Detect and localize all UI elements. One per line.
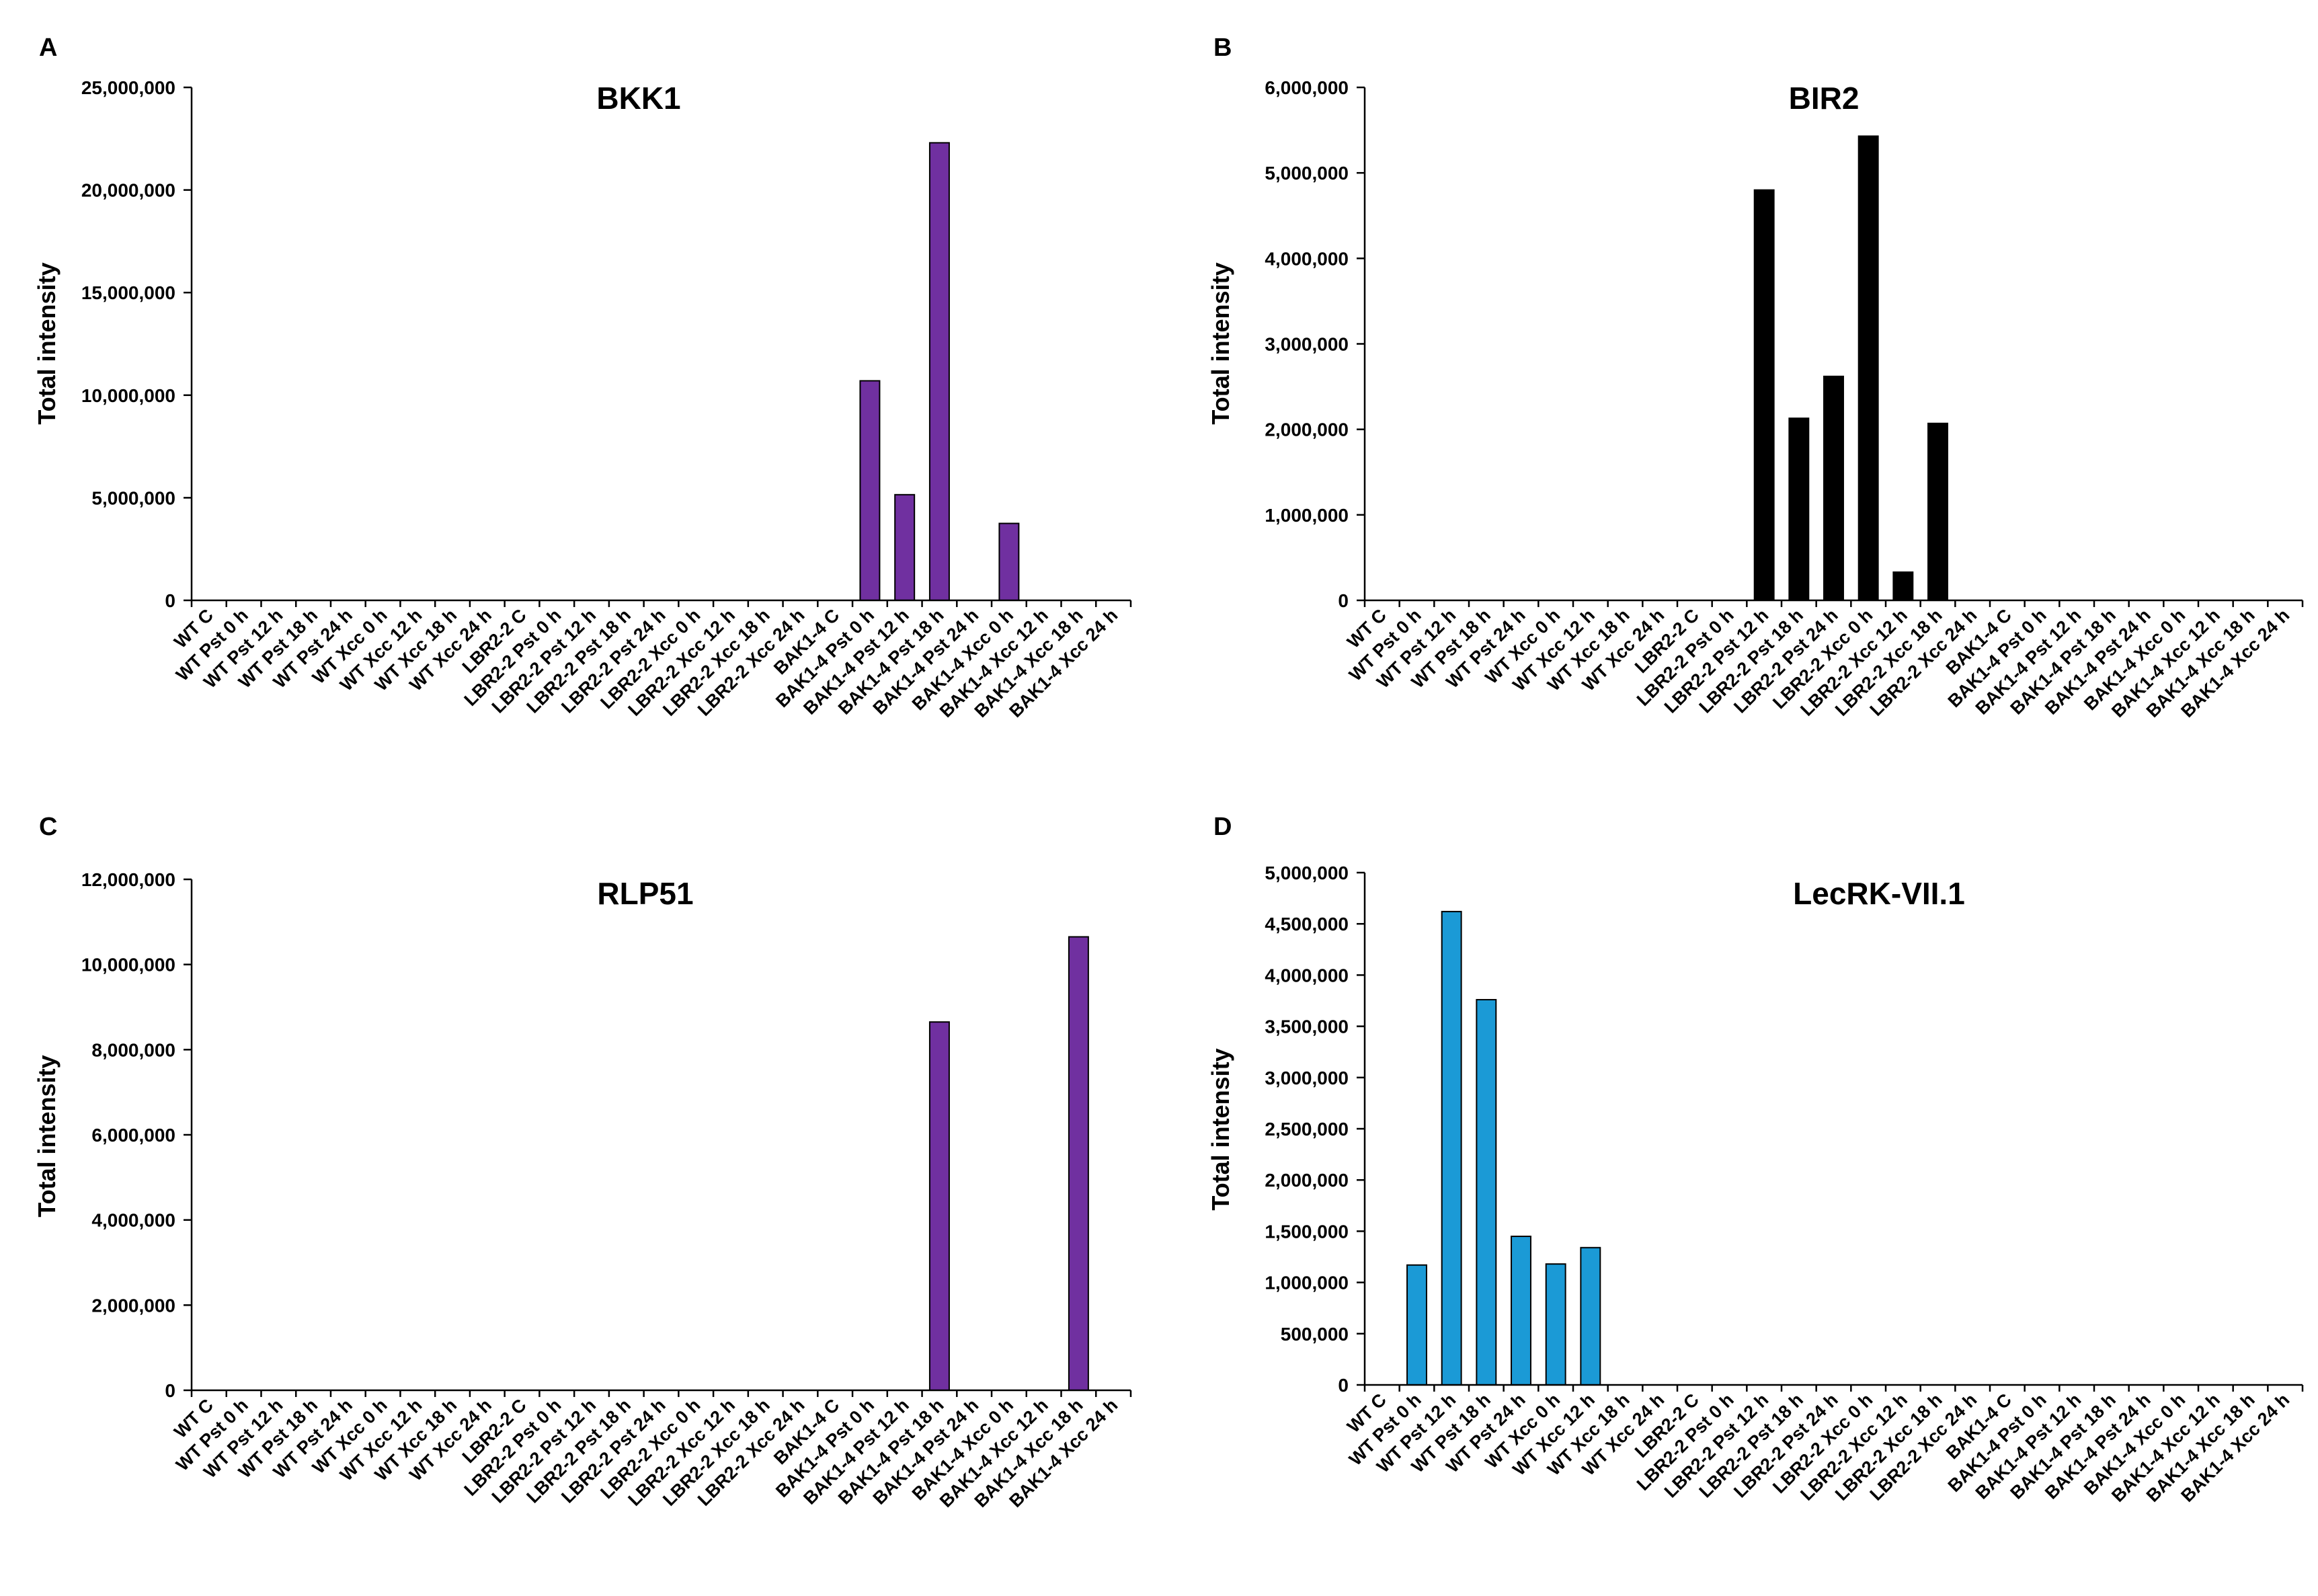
- panel-b: B BIR2 Total intensity 0 1,000,000 2,000,0…: [1207, 34, 2304, 721]
- y-tick-labels: 0 2,000,000 4,000,000 6,000,000 8,000,000 10,…: [81, 869, 175, 1401]
- y-tick-label: 8,000,000: [91, 1039, 175, 1060]
- bar-bak1-4-pst-18-h: [928, 1021, 950, 1391]
- y-tick-label: 2,000,000: [1265, 1170, 1349, 1191]
- bar-bak1-4-pst-12-h: [894, 493, 916, 602]
- y-tick-label: 2,000,000: [1265, 420, 1349, 440]
- y-axis-label: Total intensity: [33, 262, 61, 424]
- panel-a: A BKK1 Total intensity 0 5,000,000 10,000,…: [33, 34, 1132, 721]
- y-tick-label: 0: [1338, 590, 1349, 611]
- bar-wt-xcc-0-h: [1545, 1263, 1566, 1386]
- y-tick-labels: 0 500,000 1,000,000 1,500,000 2,000,000 2,500…: [1265, 863, 1349, 1396]
- y-tick-label: 5,000,000: [91, 487, 175, 508]
- axes: [184, 86, 1132, 607]
- bars: [928, 936, 1089, 1391]
- y-tick-label: 5,000,000: [1265, 863, 1349, 883]
- y-tick-label: 1,500,000: [1265, 1221, 1349, 1242]
- y-tick-label: 1,000,000: [1265, 505, 1349, 526]
- chart-title-bkk1: BKK1: [596, 81, 680, 116]
- axes: [184, 878, 1132, 1397]
- y-tick-label: 0: [1338, 1375, 1349, 1396]
- bars: [1406, 910, 1601, 1386]
- panel-letter-c: C: [39, 813, 57, 841]
- y-tick-label: 5,000,000: [1265, 163, 1349, 184]
- y-tick-label: 4,500,000: [1265, 914, 1349, 934]
- panel-d: D LecRK-VII.1 Total intensity 0 500,000 1,…: [1207, 813, 2304, 1506]
- bars: [859, 142, 1020, 602]
- bar-lbr2-2-xcc-0-h: [1857, 135, 1879, 602]
- axes: [1357, 871, 2304, 1392]
- y-tick-label: 0: [165, 1380, 175, 1401]
- y-tick-label: 4,000,000: [1265, 965, 1349, 986]
- bar-wt-pst-24-h: [1511, 1236, 1531, 1386]
- y-tick-label: 1,000,000: [1265, 1273, 1349, 1293]
- y-tick-label: 0: [165, 590, 175, 611]
- y-axis-label: Total intensity: [1207, 262, 1234, 424]
- y-tick-label: 6,000,000: [91, 1125, 175, 1146]
- y-tick-label: 15,000,000: [81, 282, 175, 303]
- x-tick-labels: WT CWT Pst 0 hWT Pst 12 hWT Pst 18 hWT P…: [170, 605, 1121, 721]
- y-tick-label: 2,000,000: [91, 1295, 175, 1316]
- y-tick-label: 12,000,000: [81, 869, 175, 890]
- panel-letter-b: B: [1213, 34, 1232, 62]
- bar-wt-xcc-12-h: [1580, 1246, 1601, 1386]
- bar-wt-pst-12-h: [1441, 910, 1462, 1386]
- bar-bak1-4-xcc-18-h: [1068, 936, 1089, 1391]
- x-tick-labels: WT CWT Pst 0 hWT Pst 12 hWT Pst 18 hWT P…: [1343, 605, 2293, 721]
- axes: [1357, 86, 2304, 607]
- bar-wt-pst-0-h: [1406, 1264, 1427, 1386]
- y-tick-labels: 0 5,000,000 10,000,000 15,000,000 20,000,000…: [81, 77, 175, 611]
- chart-title-rlp51: RLP51: [597, 876, 693, 911]
- bar-bak1-4-pst-0-h: [859, 380, 881, 601]
- bar-lbr2-2-pst-24-h: [1823, 375, 1844, 601]
- y-tick-label: 3,000,000: [1265, 1068, 1349, 1088]
- chart-title-bir2: BIR2: [1789, 81, 1860, 116]
- y-axis-label: Total intensity: [1207, 1048, 1234, 1210]
- y-tick-label: 20,000,000: [81, 180, 175, 201]
- bar-lbr2-2-xcc-12-h: [1892, 571, 1914, 601]
- y-tick-label: 10,000,000: [81, 385, 175, 406]
- y-tick-label: 3,000,000: [1265, 334, 1349, 355]
- y-tick-label: 2,500,000: [1265, 1119, 1349, 1140]
- bar-lbr2-2-pst-12-h: [1753, 189, 1775, 602]
- bar-wt-pst-18-h: [1476, 998, 1497, 1386]
- y-tick-label: 4,000,000: [91, 1210, 175, 1231]
- y-tick-label: 6,000,000: [1265, 77, 1349, 98]
- y-tick-labels: 0 1,000,000 2,000,000 3,000,000 4,000,000 5,0…: [1265, 77, 1349, 611]
- y-tick-label: 10,000,000: [81, 955, 175, 975]
- bar-lbr2-2-xcc-18-h: [1927, 422, 1948, 601]
- panel-c: C RLP51 Total intensity 0 2,000,000 4,000,…: [33, 813, 1132, 1511]
- x-tick-labels: WT CWT Pst 0 hWT Pst 12 hWT Pst 18 hWT P…: [170, 1395, 1121, 1511]
- y-tick-label: 3,500,000: [1265, 1016, 1349, 1037]
- bars: [1753, 135, 1948, 602]
- bar-lbr2-2-pst-18-h: [1788, 417, 1810, 601]
- chart-title-lecrk-vii-1: LecRK-VII.1: [1793, 876, 1965, 911]
- y-tick-label: 25,000,000: [81, 77, 175, 98]
- y-tick-label: 500,000: [1281, 1324, 1349, 1345]
- y-tick-label: 4,000,000: [1265, 248, 1349, 269]
- y-axis-label: Total intensity: [33, 1055, 61, 1217]
- panel-letter-a: A: [39, 34, 57, 62]
- x-tick-labels: WT CWT Pst 0 hWT Pst 12 hWT Pst 18 hWT P…: [1343, 1390, 2293, 1506]
- bar-bak1-4-pst-18-h: [928, 142, 950, 602]
- panel-letter-d: D: [1213, 813, 1232, 841]
- bar-bak1-4-xcc-0-h: [998, 522, 1020, 601]
